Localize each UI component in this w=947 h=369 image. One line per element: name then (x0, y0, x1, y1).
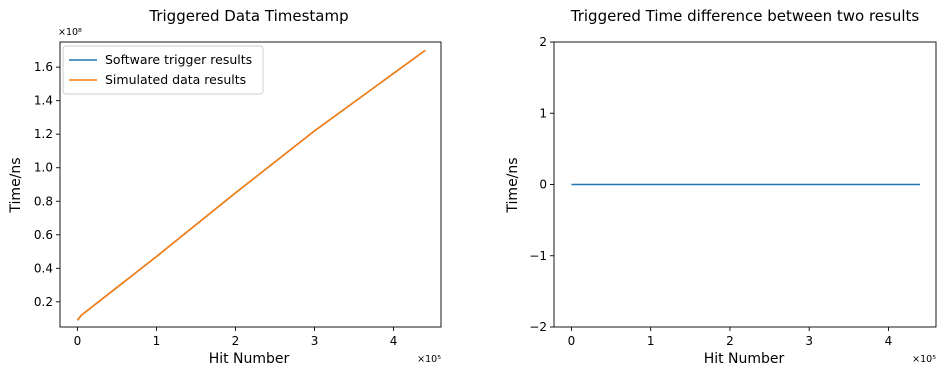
x-tick-label: 4 (885, 334, 893, 348)
x-multiplier: ×10⁵ (912, 354, 936, 365)
legend-box (62, 45, 264, 95)
chart-title: Triggered Time difference between two re… (570, 7, 920, 25)
y-tick-label: 1.0 (34, 161, 53, 175)
y-tick-label: 1.2 (34, 127, 53, 141)
y-tick-label: 1.6 (34, 60, 53, 74)
chart-title: Triggered Data Timestamp (148, 7, 348, 25)
y-multiplier: ×10⁸ (58, 27, 82, 38)
chart-time-difference: Triggered Time difference between two re… (505, 7, 937, 367)
y-tick-label: 0.2 (34, 295, 53, 309)
legend: Software trigger results Simulated data … (62, 45, 264, 95)
y-tick-label: 2 (539, 35, 547, 49)
x-tick-label: 2 (232, 334, 240, 348)
x-axis-label: Hit Number (704, 351, 785, 367)
y-tick-label: −1 (529, 249, 547, 263)
y-tick-label: 1 (539, 106, 547, 120)
x-axis-label: Hit Number (209, 351, 290, 367)
x-tick-label: 2 (726, 334, 734, 348)
y-tick-label: 0.4 (34, 261, 53, 275)
x-tick-label: 0 (568, 334, 576, 348)
x-tick-label: 4 (390, 334, 398, 348)
series-line (76, 49, 426, 321)
legend-entry-simulated-data: Simulated data results (105, 72, 246, 87)
x-tick-label: 3 (805, 334, 813, 348)
x-tick-label: 1 (153, 334, 161, 348)
x-tick-label: 0 (74, 334, 82, 348)
y-axis-label: Time/ns (8, 157, 24, 213)
y-tick-label: 0.8 (34, 194, 53, 208)
x-multiplier: ×10⁵ (417, 354, 441, 365)
y-tick-label: −2 (529, 320, 547, 334)
y-tick-label: 0 (539, 178, 547, 192)
plot-frame (553, 41, 937, 328)
y-tick-label: 0.6 (34, 228, 53, 242)
x-tick-label: 3 (311, 334, 319, 348)
legend-entry-software-trigger: Software trigger results (105, 52, 252, 67)
y-tick-label: 1.4 (34, 94, 53, 108)
chart-triggered-data-timestamp: Triggered Data Timestamp ×10⁸ 0 1 2 3 4 0.2 0… (8, 7, 442, 367)
x-tick-label: 1 (647, 334, 655, 348)
y-axis-label: Time/ns (505, 157, 521, 213)
plot-frame (59, 41, 442, 328)
